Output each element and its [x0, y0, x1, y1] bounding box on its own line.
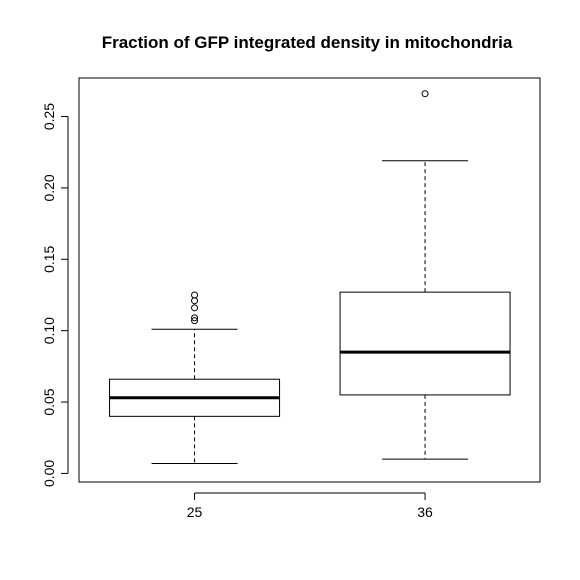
y-tick-label: 0.05 — [41, 388, 57, 415]
plot-frame — [78, 77, 541, 483]
y-tick-label: 0.00 — [41, 460, 57, 487]
chart-title: Fraction of GFP integrated density in mi… — [102, 33, 513, 52]
x-axis: 25 36 — [187, 492, 433, 520]
box-series — [109, 90, 511, 464]
y-axis: 0.00 0.05 0.10 0.15 0.20 0.25 — [41, 103, 69, 487]
y-tick-label: 0.15 — [41, 245, 57, 272]
x-tick-label: 25 — [187, 504, 203, 520]
y-tick-label: 0.10 — [41, 317, 57, 344]
outlier-point — [191, 317, 199, 325]
y-tick-label: 0.25 — [41, 103, 57, 130]
outlier-point — [421, 90, 429, 98]
outlier-point — [191, 304, 199, 312]
iqr-box — [339, 291, 511, 396]
outlier-point — [191, 291, 199, 299]
outlier-point — [191, 314, 199, 322]
x-tick-label: 36 — [417, 504, 433, 520]
y-tick-label: 0.20 — [41, 174, 57, 201]
box-25 — [109, 291, 281, 464]
box-36 — [339, 90, 511, 460]
